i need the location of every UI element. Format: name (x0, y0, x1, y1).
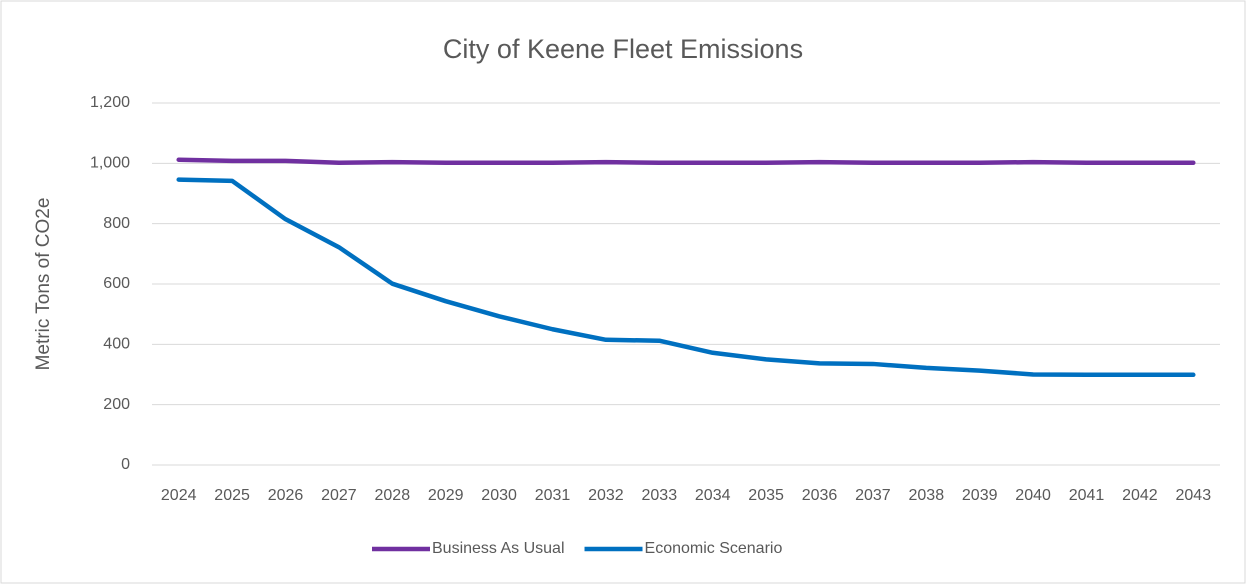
x-tick-label: 2042 (1122, 487, 1158, 504)
x-tick-label: 2030 (481, 487, 517, 504)
x-tick-label: 2032 (588, 487, 624, 504)
y-axis-label: Metric Tons of CO2e (33, 198, 54, 371)
y-tick-label: 600 (103, 275, 130, 292)
legend-label: Economic Scenario (645, 540, 783, 557)
x-tick-label: 2034 (695, 487, 731, 504)
chart-title: City of Keene Fleet Emissions (443, 34, 803, 64)
x-tick-label: 2028 (375, 487, 411, 504)
x-tick-label: 2043 (1176, 487, 1212, 504)
x-tick-label: 2037 (855, 487, 891, 504)
x-tick-label: 2039 (962, 487, 998, 504)
x-tick-label: 2026 (268, 487, 304, 504)
legend-label: Business As Usual (432, 540, 565, 557)
x-tick-label: 2036 (802, 487, 838, 504)
x-tick-label: 2041 (1069, 487, 1105, 504)
x-tick-label: 2027 (321, 487, 357, 504)
series-line (176, 157, 1196, 165)
x-tick-label: 2033 (642, 487, 678, 504)
y-tick-label: 200 (103, 396, 130, 413)
x-tick-label: 2025 (214, 487, 250, 504)
x-tick-label: 2038 (909, 487, 945, 504)
x-tick-label: 2029 (428, 487, 464, 504)
y-tick-label: 1,000 (90, 155, 130, 172)
y-tick-label: 1,200 (90, 94, 130, 111)
x-tick-label: 2024 (161, 487, 197, 504)
y-tick-label: 0 (121, 456, 130, 473)
x-tick-label: 2031 (535, 487, 571, 504)
x-tick-label: 2040 (1015, 487, 1051, 504)
y-tick-label: 800 (103, 215, 130, 232)
x-tick-label: 2035 (748, 487, 784, 504)
series-line (176, 177, 1196, 378)
y-tick-label: 400 (103, 336, 130, 353)
